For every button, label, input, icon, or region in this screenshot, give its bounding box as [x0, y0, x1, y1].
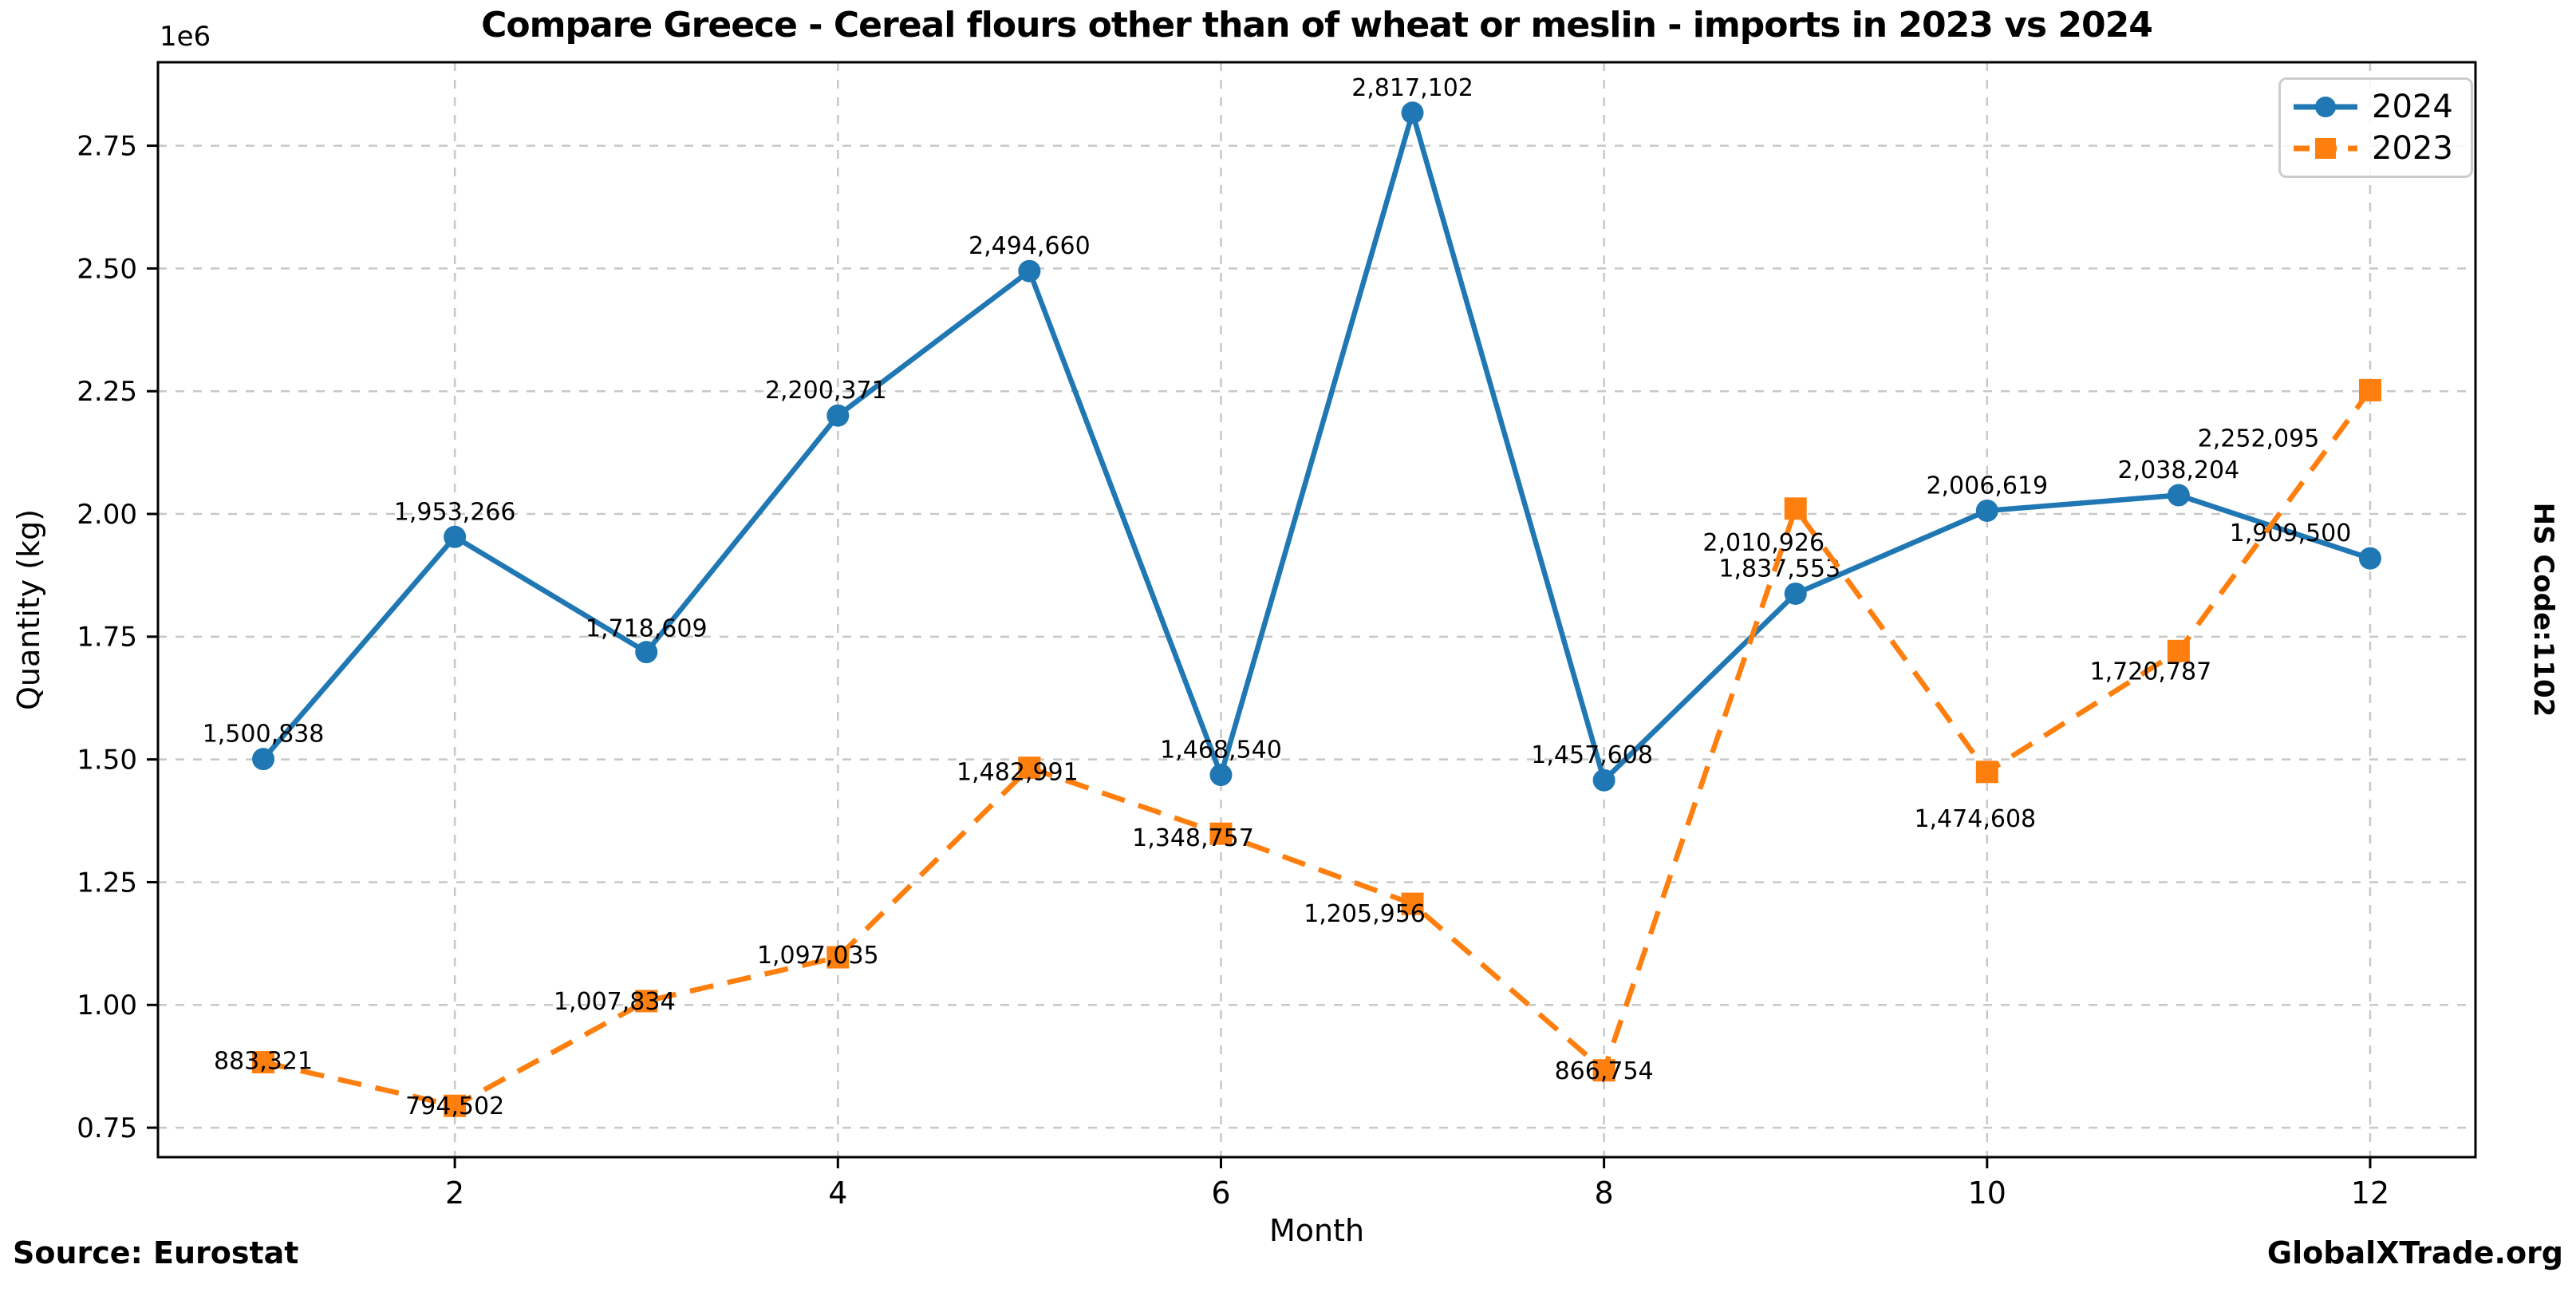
- data-point-label-2024: 2,038,204: [2118, 456, 2240, 484]
- data-point-2024: [826, 404, 850, 427]
- data-point-2023: [826, 946, 850, 969]
- data-point-label-2024: 1,909,500: [2230, 520, 2352, 547]
- data-point-2024: [2358, 547, 2381, 570]
- x-tick-label: 8: [1595, 1175, 1614, 1211]
- data-point-2024: [1592, 769, 1615, 792]
- x-tick-label: 4: [828, 1175, 847, 1211]
- legend: 2024 2023: [2278, 77, 2473, 178]
- data-point-label-2023: 794,502: [405, 1093, 504, 1120]
- data-point-label-2023: 1,474,608: [1914, 805, 2036, 833]
- data-point-2023: [1784, 497, 1807, 520]
- data-point-label-2023: 1,348,757: [1132, 824, 1254, 852]
- data-point-2023: [444, 1094, 467, 1117]
- data-point-label-2024: 2,006,619: [1926, 472, 2048, 500]
- data-point-label-2023: 1,482,991: [957, 759, 1079, 787]
- data-point-label-2023: 1,205,956: [1304, 900, 1426, 928]
- y-tick-label: 1.50: [77, 745, 137, 776]
- series-line-2024: [261, 110, 2371, 783]
- data-point-2023: [1209, 822, 1233, 845]
- y-tick-label: 2.50: [77, 253, 137, 285]
- data-point-2024: [444, 525, 467, 548]
- y-tick-label: 1.25: [77, 867, 137, 899]
- x-axis-label: Month: [1268, 1213, 1365, 1248]
- x-tick-label: 6: [1211, 1175, 1230, 1211]
- data-point-2023: [635, 990, 658, 1013]
- y-tick-label: 2.75: [77, 130, 137, 162]
- data-point-label-2023: 1,720,787: [2090, 658, 2212, 686]
- x-tick-label: 12: [2351, 1175, 2389, 1211]
- data-point-2023: [2167, 639, 2190, 662]
- y-tick-label: 1.00: [77, 990, 137, 1021]
- data-point-label-2024: 1,468,540: [1160, 737, 1282, 765]
- data-point-2023: [2358, 378, 2381, 401]
- axes-spines: [156, 61, 2477, 1159]
- data-point-2023: [1975, 761, 1998, 784]
- data-point-label-2023: 883,321: [214, 1048, 313, 1076]
- data-point-2024: [252, 748, 275, 771]
- data-point-2024: [1018, 259, 1041, 283]
- data-point-2024: [1401, 101, 1424, 124]
- x-tick-label: 10: [1968, 1175, 2006, 1211]
- y-axis-label: Quantity (kg): [11, 508, 46, 711]
- legend-entry-2024: 2024: [2281, 86, 2471, 128]
- series-line-2023: [262, 389, 2373, 1108]
- data-point-label-2024: 2,817,102: [1351, 74, 1473, 102]
- data-point-2024: [1975, 499, 1998, 522]
- data-point-2023: [1401, 892, 1424, 915]
- data-point-label-2024: 1,718,609: [586, 615, 708, 643]
- legend-entry-2023: 2023: [2281, 128, 2471, 169]
- y-tick-label: 0.75: [77, 1112, 137, 1144]
- y-tick-label: 2.25: [77, 376, 137, 408]
- data-point-label-2024: 1,457,608: [1531, 741, 1653, 769]
- hs-code-label: HS Code:1102: [2527, 502, 2559, 717]
- data-point-label-2024: 2,494,660: [968, 232, 1091, 260]
- data-point-label-2023: 1,097,035: [757, 942, 879, 970]
- data-point-label-2023: 2,252,095: [2198, 425, 2320, 452]
- legend-label-2024: 2024: [2372, 89, 2453, 125]
- data-point-label-2023: 2,010,926: [1702, 529, 1825, 557]
- chart-title: Compare Greece - Cereal flours other tha…: [481, 5, 2153, 45]
- data-point-2023: [252, 1051, 275, 1074]
- data-point-label-2023: 1,007,834: [554, 988, 676, 1016]
- data-point-2023: [1018, 757, 1041, 780]
- source-note: Source: Eurostat: [13, 1235, 299, 1270]
- brand-note: GlobalXTrade.org: [2266, 1235, 2563, 1270]
- data-point-2024: [1209, 764, 1233, 787]
- data-point-2024: [635, 641, 658, 664]
- data-point-label-2024: 2,200,371: [765, 377, 887, 405]
- x-tick-label: 2: [445, 1175, 464, 1211]
- legend-sample-2024-line-icon: [2294, 97, 2357, 117]
- data-point-2023: [1592, 1059, 1615, 1082]
- y-axis-offset-text: 1e6: [160, 21, 211, 53]
- data-point-label-2024: 1,500,838: [203, 721, 325, 749]
- y-tick-label: 1.75: [77, 622, 137, 654]
- data-point-label-2023: 866,754: [1555, 1057, 1654, 1085]
- y-tick-label: 2.00: [77, 499, 137, 531]
- legend-label-2023: 2023: [2372, 130, 2453, 167]
- legend-sample-2023-line-icon: [2294, 138, 2357, 159]
- data-point-label-2024: 1,953,266: [394, 498, 516, 526]
- data-point-2024: [1784, 582, 1807, 605]
- data-point-2024: [2167, 484, 2190, 507]
